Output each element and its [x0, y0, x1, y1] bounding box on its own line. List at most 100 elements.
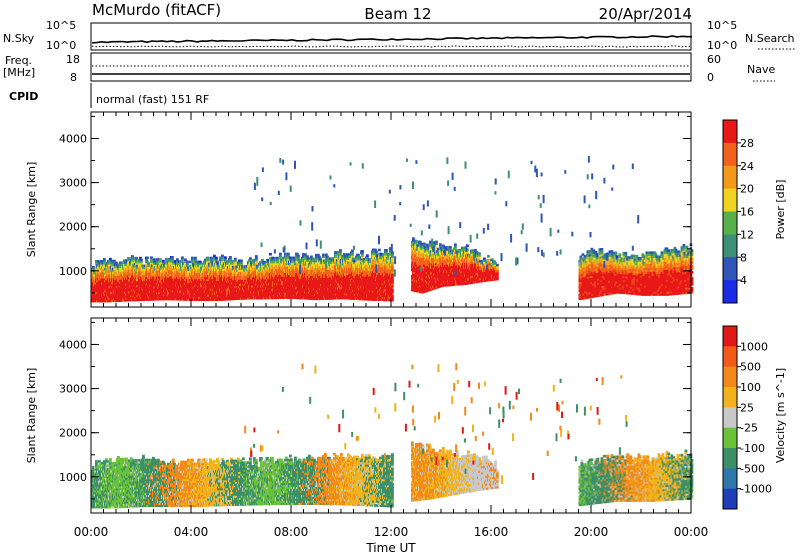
heatmap-cell [103, 266, 106, 269]
heatmap-cell [123, 293, 126, 296]
date-title: 20/Apr/2014 [599, 5, 692, 23]
heatmap-cell [249, 257, 252, 260]
heatmap-cell [100, 273, 103, 277]
heatmap-cell [172, 260, 175, 263]
heatmap-cell [164, 289, 167, 293]
heatmap-cell [115, 277, 118, 281]
heatmap-cell [111, 263, 114, 267]
heatmap-cell [153, 260, 156, 263]
heatmap-cell [110, 295, 113, 299]
heatmap-cell [153, 258, 156, 261]
heatmap-cell [127, 259, 130, 262]
heatmap-cell [170, 269, 173, 273]
heatmap-cell [130, 271, 133, 274]
heatmap-cell [229, 256, 232, 259]
heatmap-cell [171, 256, 174, 259]
heatmap-cell [172, 279, 175, 283]
heatmap-cell [279, 252, 282, 256]
heatmap-cell [145, 258, 148, 262]
heatmap-cell [117, 289, 120, 292]
heatmap-cell [221, 254, 224, 258]
heatmap-cell [149, 288, 152, 291]
heatmap-cell [287, 252, 290, 256]
heatmap-cell [150, 256, 153, 259]
heatmap-cell [156, 262, 159, 265]
heatmap-cell [130, 290, 133, 294]
heatmap-cell [132, 257, 135, 260]
heatmap-cell [99, 293, 102, 297]
beam-title: Beam 12 [364, 5, 431, 23]
heatmap-cell [135, 260, 138, 264]
heatmap-cell [164, 277, 167, 281]
heatmap-cell [161, 265, 164, 269]
heatmap-cell [96, 279, 99, 283]
heatmap-cell [103, 260, 106, 263]
heatmap-cell [171, 258, 174, 261]
heatmap-cell [106, 263, 109, 267]
heatmap-cell [128, 298, 131, 302]
heatmap-cell [105, 267, 108, 271]
heatmap-cell [115, 289, 118, 292]
heatmap-cell [152, 292, 155, 295]
heatmap-cell [111, 261, 114, 265]
heatmap-cell [240, 259, 243, 262]
heatmap-cell [191, 256, 194, 260]
heatmap-cell [119, 261, 122, 265]
heatmap-cell [93, 289, 96, 293]
heatmap-cell [135, 262, 138, 266]
heatmap-cell [123, 287, 126, 290]
heatmap-cell [150, 278, 153, 281]
heatmap-cell [135, 258, 138, 262]
heatmap-cell [120, 277, 123, 280]
cpid-text: normal (fast) 151 RF [96, 93, 209, 106]
heatmap-cell [117, 277, 120, 280]
heatmap-cell [159, 264, 162, 267]
heatmap-cell [135, 256, 138, 260]
heatmap-cell [103, 264, 106, 267]
heatmap-cell [127, 281, 130, 284]
heatmap-cell [166, 285, 169, 289]
heatmap-cell [140, 258, 143, 262]
heatmap-cell [269, 252, 272, 256]
heatmap-cell [162, 261, 165, 265]
nsky-trace [91, 35, 692, 44]
heatmap-cell [146, 290, 149, 293]
heatmap-cell [339, 249, 342, 252]
heatmap-cells [91, 156, 694, 303]
heatmap-cell [132, 298, 135, 302]
heatmap-cell [94, 283, 97, 287]
heatmap-cell [113, 261, 116, 265]
heatmap-cell [164, 297, 167, 301]
heatmap-cell [165, 257, 168, 261]
nsky-tick-bottom: 10^0 [46, 39, 76, 52]
heatmap-cell [165, 291, 168, 295]
heatmap-cell [150, 294, 153, 297]
heatmap-cell [150, 260, 153, 263]
heatmap-cell [148, 270, 151, 273]
heatmap-cell [98, 285, 101, 289]
heatmap-cell [210, 256, 213, 260]
heatmap-cell [112, 271, 115, 275]
heatmap-cell [121, 263, 124, 266]
heatmap-cell [92, 266, 95, 269]
heatmap-cell [168, 265, 171, 269]
heatmap-cell [199, 260, 202, 264]
heatmap-cell [171, 277, 174, 281]
heatmap-cell [231, 259, 234, 263]
heatmap-cell [116, 263, 119, 267]
heatmap-cell [234, 257, 237, 261]
heatmap-cell [144, 298, 147, 301]
heatmap-cell [109, 257, 112, 261]
heatmap-cell [153, 262, 156, 265]
heatmap-cell [153, 264, 156, 267]
cpid-label: CPID [9, 90, 38, 103]
heatmap-cell [297, 254, 300, 258]
heatmap-cell [150, 262, 153, 265]
heatmap-cell [95, 262, 98, 265]
heatmap-cell [172, 267, 175, 271]
heatmap-cell [151, 274, 154, 277]
heatmap-cell [134, 278, 137, 282]
heatmap-cell [99, 279, 102, 283]
